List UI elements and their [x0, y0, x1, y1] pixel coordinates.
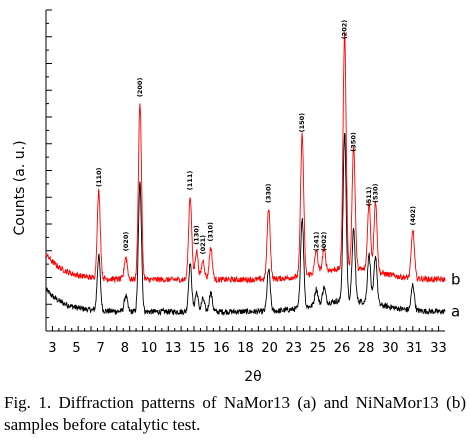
- x-tick-label: 3: [48, 341, 56, 356]
- axes: 3 5 7 8 10 13 15 16 18 20 23 25 26 28 30 31 33: [45, 9, 447, 356]
- peak-label: (110): [95, 167, 103, 187]
- x-tick-label: 15: [189, 341, 206, 356]
- peak-label: (020): [122, 232, 130, 252]
- series-b-line: [45, 32, 446, 284]
- x-tick-label: 10: [141, 341, 158, 356]
- peak-label: (002): [320, 232, 328, 252]
- x-tick-label: 8: [121, 341, 129, 356]
- x-tick-label: 25: [310, 341, 327, 356]
- peak-label: (402): [409, 206, 417, 226]
- peak-label: (200): [136, 78, 144, 98]
- x-tick-label: 31: [406, 341, 423, 356]
- x-tick-label: 16: [213, 341, 230, 356]
- series-b-label: b: [451, 271, 461, 289]
- x-tick-label: 28: [358, 341, 375, 356]
- x-tick-label: 20: [261, 341, 278, 356]
- x-axis-label: 2θ: [244, 369, 261, 385]
- peak-label: (530): [372, 183, 380, 203]
- peak-label: (111): [186, 171, 194, 191]
- x-tick-label: 33: [430, 341, 447, 356]
- x-tick-label: 23: [285, 341, 302, 356]
- peak-label: (310): [207, 222, 215, 242]
- peak-label: (350): [350, 132, 358, 152]
- series-a-label: a: [451, 303, 460, 321]
- peak-label: (511): [365, 187, 373, 207]
- peak-label: (021): [199, 235, 207, 255]
- x-tick-label: 26: [334, 341, 351, 356]
- x-tick-label: 7: [97, 341, 105, 356]
- peak-label: (130): [193, 225, 201, 245]
- x-tick-label: 5: [72, 341, 80, 356]
- peak-label: (330): [265, 183, 273, 203]
- peak-label: (202): [341, 20, 349, 40]
- peak-label-layer: (110) (020) (200) (111) (130)(021)(310) (330)…: [95, 20, 417, 255]
- x-tick-label: 18: [237, 341, 254, 356]
- x-tick-label: 30: [382, 341, 399, 356]
- series-layer: ab: [45, 32, 461, 321]
- x-tick-label: 13: [165, 341, 182, 356]
- peak-label: (150): [298, 113, 306, 133]
- peak-label: (241): [312, 232, 320, 252]
- y-axis-label: Counts (a. u.): [12, 140, 28, 235]
- xrd-chart: 3 5 7 8 10 13 15 16 18 20 23 25 26 28 30 31 33 ab (110)(…: [12, 9, 461, 385]
- figure-caption: Fig. 1. Diffraction patterns of NaMor13 …: [4, 393, 466, 434]
- series-a-line: [45, 133, 446, 317]
